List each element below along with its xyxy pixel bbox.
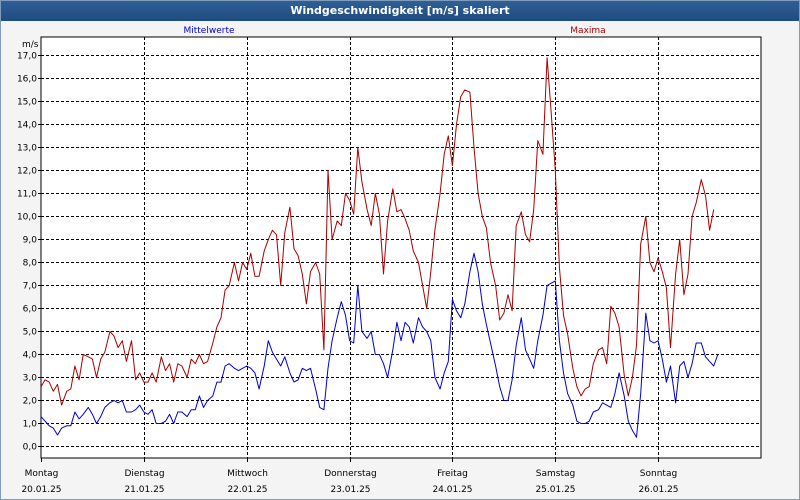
y-tick-label: 15,0 (17, 98, 37, 108)
x-tick-date-label: 23.01.25 (330, 485, 370, 495)
y-axis-label: m/s (22, 40, 39, 50)
x-tick-day-label: Sonntag (640, 469, 677, 479)
x-tick-date-label: 21.01.25 (124, 485, 164, 495)
y-tick-label: 5,0 (23, 328, 38, 338)
y-tick-label: 7,0 (23, 282, 38, 292)
y-tick-label: 8,0 (23, 259, 38, 269)
y-tick-label: 1,0 (23, 420, 38, 430)
grid (41, 37, 761, 458)
x-tick-date-label: 24.01.25 (432, 485, 472, 495)
x-axis: Montag 20.01.25 Dienstag 21.01.25 Mittwoch 22… (21, 458, 679, 495)
y-tick-label: 12,0 (17, 167, 37, 177)
x-tick-date-label: 25.01.25 (535, 485, 575, 495)
x-tick-day-label: Dienstag (124, 469, 164, 479)
x-tick-date-label: 22.01.25 (227, 485, 267, 495)
x-tick-date-label: 26.01.25 (638, 485, 678, 495)
x-tick-day-label: Samstag (536, 469, 575, 479)
series-line-mittelwerte (40, 252, 719, 438)
y-tick-label: 2,0 (23, 397, 38, 407)
x-tick-day-label: Donnerstag (324, 469, 377, 479)
series-lines (40, 57, 719, 438)
y-tick-label: 9,0 (23, 236, 38, 246)
y-tick-label: 6,0 (23, 305, 38, 315)
x-tick-day-label: Freitag (437, 469, 468, 479)
y-tick-label: 14,0 (17, 121, 37, 131)
y-tick-label: 17,0 (17, 52, 37, 62)
series-line-maxima (40, 57, 715, 406)
legend-maxima: Maxima (570, 26, 605, 36)
x-tick-date-label: 20.01.25 (21, 485, 61, 495)
y-tick-label: 0,0 (23, 443, 38, 453)
legend-mittelwerte: Mittelwerte (183, 26, 234, 36)
y-tick-label: 13,0 (17, 144, 37, 154)
x-tick-day-label: Montag (25, 469, 59, 479)
plot-area (40, 36, 762, 459)
x-tick-day-label: Mittwoch (227, 469, 268, 479)
chart-title: Windgeschwindigkeit [m/s] skaliert (1, 1, 799, 21)
y-tick-label: 4,0 (23, 351, 38, 361)
y-axis: 0,0 1,0 2,0 3,0 4,0 5,0 6,0 7,0 8,0 9,0 10,0 11,0 12… (17, 52, 41, 453)
y-tick-label: 3,0 (23, 374, 38, 384)
y-tick-label: 16,0 (17, 75, 37, 85)
y-tick-label: 11,0 (17, 190, 37, 200)
y-tick-label: 10,0 (17, 213, 37, 223)
